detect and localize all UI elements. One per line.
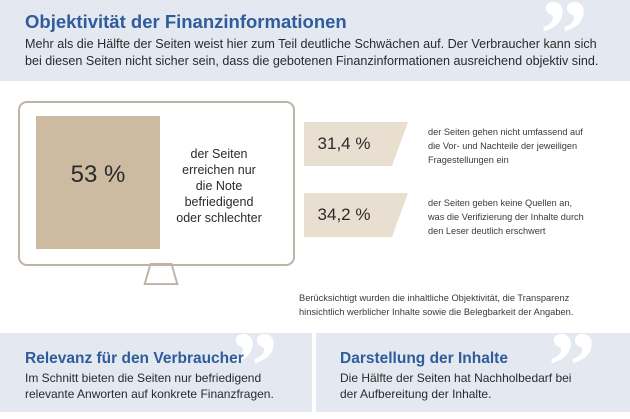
monitor-label-line: oder schlechter — [176, 211, 262, 225]
monitor-screen-highlight — [36, 116, 160, 249]
stat-box-1: 31,4 % — [304, 122, 408, 166]
relevance-title: Relevanz für den Verbraucher — [25, 350, 244, 367]
quotation-mark-icon: ” — [548, 312, 596, 419]
stat-desc-1-line: der Seiten gehen nicht umfassend auf — [428, 127, 583, 137]
quotation-mark-icon: ” — [540, 0, 588, 87]
monitor-stand — [143, 263, 179, 286]
stat-desc-1: der Seiten gehen nicht umfassend auf die… — [428, 125, 583, 167]
stat-box-2: 34,2 % — [304, 193, 408, 237]
relevance-text-line2: relevante Anworten auf konkrete Finanzfr… — [25, 387, 274, 401]
stat-desc-2-line: der Seiten geben keine Quellen an, — [428, 198, 573, 208]
header-band — [0, 0, 630, 81]
relevance-panel — [0, 333, 312, 412]
stat-desc-1-line: die Vor- und Nachteile der jeweiligen — [428, 141, 578, 151]
presentation-title: Darstellung der Inhalte — [340, 350, 508, 367]
header-text-line2: bei diesen Seiten nicht sicher sein, das… — [25, 54, 599, 68]
stat-desc-2: der Seiten geben keine Quellen an, was d… — [428, 196, 584, 238]
header-text-line1: Mehr als die Hälfte der Seiten weist hie… — [25, 37, 597, 51]
presentation-text-line1: Die Hälfte der Seiten hat Nachholbedarf … — [340, 371, 572, 385]
stat-value-1: 31,4 % — [317, 134, 371, 153]
stat-desc-2-line: was die Verifizierung der Inhalte durch — [428, 212, 584, 222]
presentation-panel — [316, 333, 630, 412]
stat-box-1-shape — [304, 122, 408, 166]
stat-value-2: 34,2 % — [317, 205, 371, 224]
monitor-screen-label-area: der Seiten erreichen nur die Note befrie… — [160, 116, 278, 249]
monitor-label: der Seiten erreichen nur die Note befrie… — [160, 146, 278, 226]
relevance-text-line1: Im Schnitt bieten die Seiten nur befried… — [25, 371, 262, 385]
monitor-label-line: der Seiten — [190, 147, 248, 161]
monitor-value: 53 % — [70, 161, 126, 188]
methodology-note-line: hinsichtlich werblicher Inhalte sowie di… — [299, 307, 574, 317]
monitor-icon: 53 % der Seiten erreichen nur die Note b… — [18, 101, 295, 266]
header-title: Objektivität der Finanzinformationen — [25, 11, 347, 32]
quotation-mark-icon: ” — [230, 312, 278, 419]
stat-box-2-shape — [304, 193, 408, 237]
stat-desc-2-line: den Leser deutlich erschwert — [428, 226, 546, 236]
presentation-text-line2: der Aufbereitung der Inhalte. — [340, 387, 492, 401]
methodology-note-line: Berücksichtigt wurden die inhaltliche Ob… — [299, 293, 570, 303]
monitor-label-line: befriedigend — [184, 195, 254, 209]
monitor-label-line: erreichen nur — [182, 163, 256, 177]
stat-desc-1-line: Fragestellungen ein — [428, 155, 509, 165]
monitor-label-line: die Note — [195, 179, 243, 193]
methodology-note: Berücksichtigt wurden die inhaltliche Ob… — [299, 291, 619, 319]
